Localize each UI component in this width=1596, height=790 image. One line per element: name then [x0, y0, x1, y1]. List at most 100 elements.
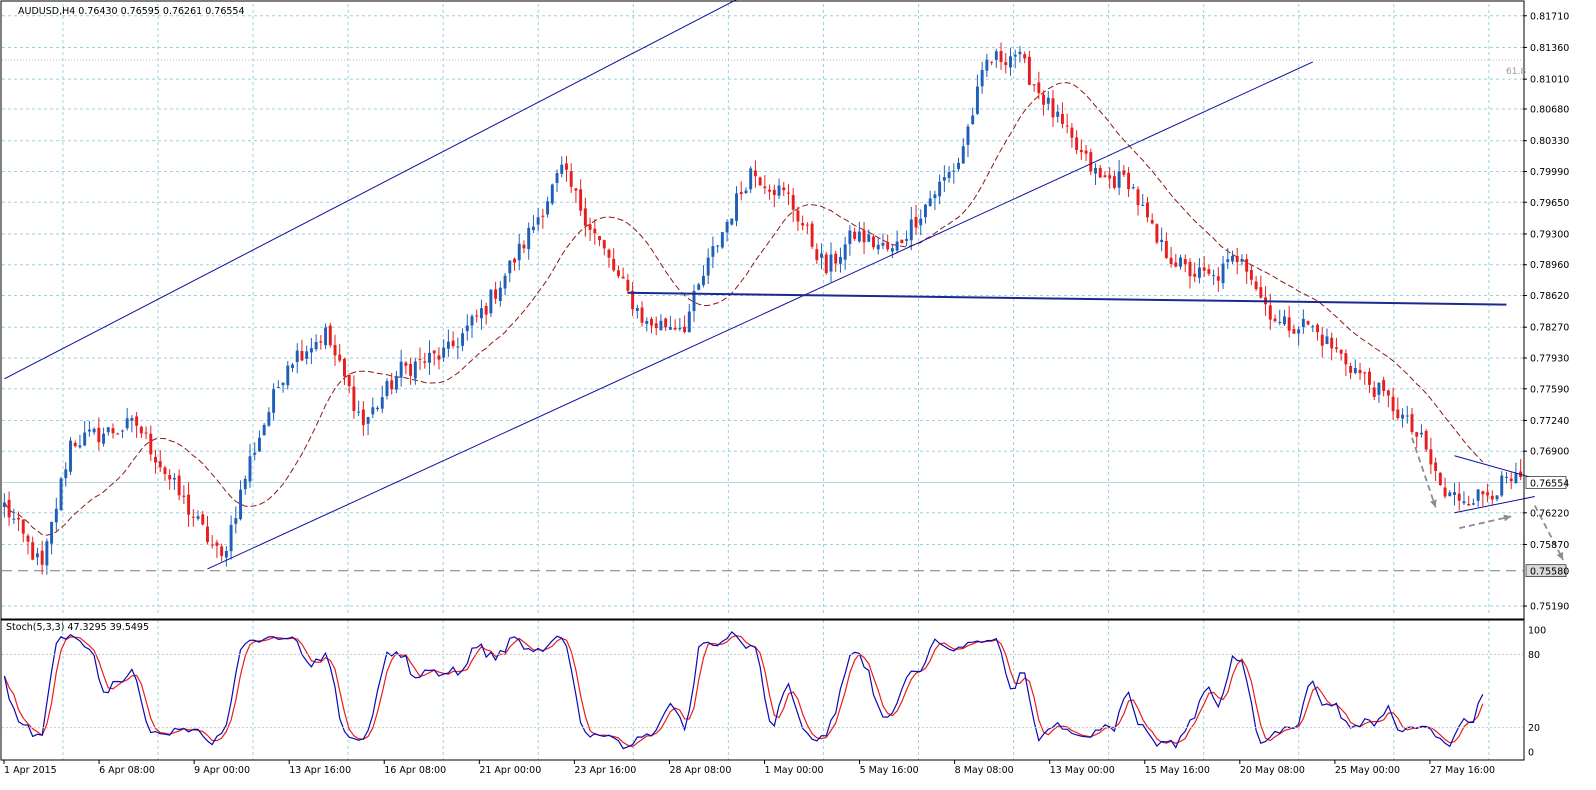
candle-body [1131, 187, 1135, 189]
candle-body [1117, 171, 1121, 188]
candle-body [130, 417, 134, 421]
candle-body [1500, 475, 1504, 496]
candle-body [621, 276, 625, 279]
candle-body [560, 164, 564, 174]
candle-body [324, 327, 328, 346]
candle-body [1268, 305, 1272, 320]
arrow-down-left [1411, 437, 1437, 508]
candle-body [144, 432, 148, 434]
price-tick-label: 0.81710 [1530, 11, 1569, 22]
candle-body [716, 245, 720, 247]
candle-body [1386, 390, 1390, 396]
candle-body [120, 430, 124, 432]
candle-body [1112, 176, 1116, 188]
candle-body [1349, 366, 1353, 373]
candle-body [1462, 501, 1466, 504]
candle-body [692, 290, 696, 312]
trend-lines [4, 0, 1535, 570]
stoch-panel-frame [0, 619, 1525, 761]
candle-body [1363, 372, 1367, 374]
candle-body [1292, 328, 1296, 334]
time-tick-label: 1 Apr 2015 [4, 765, 57, 776]
price-tick-label: 0.81360 [1530, 43, 1569, 54]
candle-body [1391, 396, 1395, 412]
candle-body [980, 69, 984, 87]
candle-body [805, 224, 809, 226]
candle-body [1046, 97, 1050, 104]
candle-body [517, 243, 521, 261]
candle-body [645, 320, 649, 324]
candle-body [659, 320, 663, 331]
candle-body [933, 194, 937, 199]
candle-body [253, 452, 257, 455]
candle-body [456, 346, 460, 348]
candles [2, 42, 1523, 575]
candle-body [555, 173, 559, 183]
candle-body [220, 546, 224, 556]
candle-body [725, 221, 729, 233]
candle-body [1136, 189, 1140, 205]
candle-body [1098, 167, 1102, 178]
candle-body [272, 389, 276, 413]
arrow-down-left-head [1430, 499, 1437, 508]
candle-body [1301, 318, 1305, 327]
price-tick-label: 0.76220 [1530, 508, 1569, 519]
candle-body [654, 323, 658, 329]
candle-body [829, 254, 833, 272]
candle-body [1160, 239, 1164, 242]
candle-body [399, 361, 403, 378]
candle-body [975, 86, 979, 114]
candle-body [848, 230, 852, 244]
candle-body [366, 417, 370, 424]
candle-body [291, 364, 294, 368]
candle-body [1476, 489, 1480, 501]
candle-body [385, 381, 389, 397]
candle-body [1287, 317, 1291, 331]
candle-body [673, 327, 677, 330]
candle-body [423, 361, 427, 363]
candle-body [1401, 414, 1405, 419]
candle-body [1306, 321, 1310, 325]
candle-body [229, 524, 233, 552]
price-tick-label: 0.79300 [1530, 229, 1569, 240]
candle-body [923, 204, 927, 218]
candle-body [928, 198, 932, 206]
candle-body [546, 201, 550, 215]
candle-body [687, 311, 691, 333]
candle-body [404, 362, 408, 366]
arrow-up-right-head [1503, 514, 1512, 522]
candle-body [305, 351, 309, 359]
candle-body [1150, 220, 1154, 224]
candle-body [536, 217, 540, 225]
time-tick-label: 21 Apr 00:00 [479, 765, 541, 776]
candle-body [588, 224, 592, 230]
candle-body [172, 478, 176, 480]
candle-body [12, 518, 16, 520]
candle-body [1448, 492, 1452, 497]
candle-body [413, 361, 417, 379]
candle-body [309, 348, 313, 353]
candle-body [1486, 492, 1490, 496]
time-tick-label: 9 Apr 00:00 [194, 765, 250, 776]
candle-body [135, 416, 139, 426]
candle-body [503, 275, 507, 289]
arrow-up-right [1459, 515, 1512, 530]
candle-body [862, 230, 866, 243]
candle-body [196, 516, 200, 519]
candle-body [1065, 125, 1069, 127]
candle-body [338, 354, 342, 361]
candle-body [59, 478, 63, 511]
price-tick-label: 0.77240 [1530, 416, 1569, 427]
price-tick-label: 0.77590 [1530, 384, 1569, 395]
price-tick-label: 0.77930 [1530, 353, 1569, 364]
candle-body [243, 478, 247, 490]
candle-body [78, 445, 82, 448]
candle-body [1382, 380, 1386, 392]
candle-body [1075, 137, 1079, 151]
candle-body [1273, 318, 1277, 322]
candle-body [796, 210, 800, 222]
price-tick-label: 0.80330 [1530, 136, 1569, 147]
candle-body [1164, 240, 1168, 258]
candle-body [106, 427, 110, 433]
